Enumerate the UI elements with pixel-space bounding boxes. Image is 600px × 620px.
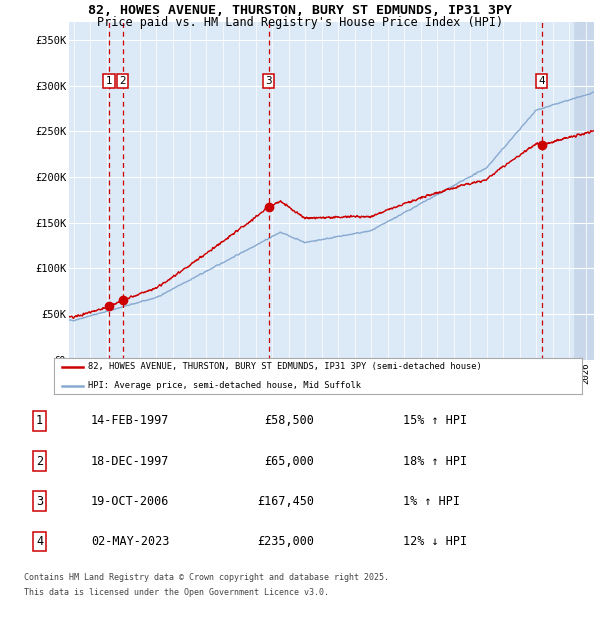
Text: 18% ↑ HPI: 18% ↑ HPI [403,454,467,467]
Text: 3: 3 [265,76,272,86]
Text: 1% ↑ HPI: 1% ↑ HPI [403,495,460,508]
Text: 82, HOWES AVENUE, THURSTON, BURY ST EDMUNDS, IP31 3PY: 82, HOWES AVENUE, THURSTON, BURY ST EDMU… [88,4,512,17]
Text: HPI: Average price, semi-detached house, Mid Suffolk: HPI: Average price, semi-detached house,… [88,381,361,390]
Bar [69,22,574,360]
Text: 18-DEC-1997: 18-DEC-1997 [91,454,169,467]
Text: 4: 4 [538,76,545,86]
Text: 1: 1 [36,414,43,427]
Text: Contains HM Land Registry data © Crown copyright and database right 2025.: Contains HM Land Registry data © Crown c… [24,574,389,583]
Text: 15% ↑ HPI: 15% ↑ HPI [403,414,467,427]
Text: 19-OCT-2006: 19-OCT-2006 [91,495,169,508]
Text: 2: 2 [36,454,43,467]
Text: 1: 1 [106,76,112,86]
Text: £58,500: £58,500 [264,414,314,427]
Text: £235,000: £235,000 [257,535,314,548]
Text: 02-MAY-2023: 02-MAY-2023 [91,535,169,548]
Text: 4: 4 [36,535,43,548]
Text: 2: 2 [119,76,126,86]
Text: 3: 3 [36,495,43,508]
Text: £65,000: £65,000 [264,454,314,467]
Text: This data is licensed under the Open Government Licence v3.0.: This data is licensed under the Open Gov… [24,588,329,597]
Text: Price paid vs. HM Land Registry's House Price Index (HPI): Price paid vs. HM Land Registry's House … [97,16,503,29]
Text: 14-FEB-1997: 14-FEB-1997 [91,414,169,427]
Text: £167,450: £167,450 [257,495,314,508]
Text: 82, HOWES AVENUE, THURSTON, BURY ST EDMUNDS, IP31 3PY (semi-detached house): 82, HOWES AVENUE, THURSTON, BURY ST EDMU… [88,362,482,371]
Bar [574,22,594,360]
Text: 12% ↓ HPI: 12% ↓ HPI [403,535,467,548]
